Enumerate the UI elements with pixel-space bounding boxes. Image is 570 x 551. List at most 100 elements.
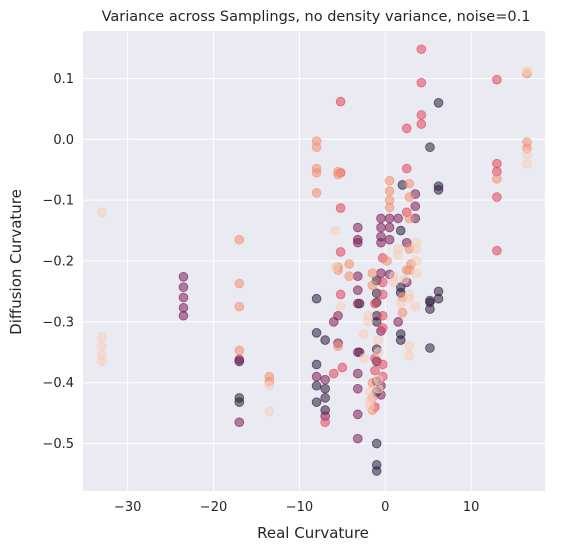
data-point: [404, 350, 415, 361]
data-point: [363, 317, 373, 327]
data-point: [399, 274, 409, 285]
data-point: [365, 396, 375, 406]
data-point: [373, 347, 384, 358]
data-point: [376, 268, 386, 278]
data-point: [333, 310, 343, 321]
data-point: [404, 192, 415, 202]
data-point: [384, 213, 395, 224]
data-point: [411, 268, 421, 278]
data-point: [320, 335, 330, 345]
data-point: [401, 163, 412, 174]
data-point: [178, 310, 189, 321]
data-point: [410, 201, 421, 212]
data-point: [97, 356, 107, 367]
data-point: [373, 383, 384, 394]
data-point: [352, 298, 363, 309]
scatter-points: [97, 44, 532, 476]
x-tick-label: −30: [114, 500, 141, 515]
data-point: [382, 256, 392, 266]
data-point: [384, 222, 395, 233]
data-point: [411, 244, 421, 254]
x-axis-label: Real Curvature: [257, 524, 369, 542]
data-point: [373, 335, 384, 345]
data-point: [492, 74, 502, 85]
data-point: [311, 380, 322, 391]
data-point: [337, 362, 348, 373]
data-point: [97, 332, 107, 342]
y-tick-label: −0.4: [42, 376, 74, 391]
data-point: [492, 158, 502, 169]
data-point: [376, 237, 386, 248]
data-point: [433, 97, 444, 108]
data-point: [393, 317, 403, 327]
data-point: [97, 341, 107, 351]
y-tick-label: 0.1: [53, 72, 74, 87]
data-point: [522, 149, 532, 160]
data-point: [371, 466, 382, 476]
data-point: [425, 304, 435, 314]
data-point: [411, 256, 421, 266]
y-tick-label: −0.1: [42, 194, 74, 209]
data-point: [370, 365, 380, 376]
data-point: [395, 335, 406, 345]
x-axis-ticks: −30 −20 −10 0 10: [114, 500, 479, 515]
data-point: [234, 301, 245, 312]
data-point: [395, 225, 406, 236]
data-point: [401, 123, 412, 134]
data-point: [522, 65, 532, 76]
data-point: [384, 186, 395, 196]
data-point: [371, 438, 382, 449]
data-point: [404, 178, 415, 189]
data-point: [335, 289, 346, 300]
data-point: [311, 188, 322, 198]
data-point: [416, 110, 427, 120]
data-point: [352, 383, 363, 394]
data-point: [377, 359, 388, 370]
data-point: [367, 268, 378, 278]
data-point: [377, 277, 388, 288]
data-point: [328, 368, 339, 379]
data-point: [344, 259, 355, 269]
data-point: [97, 207, 107, 218]
data-point: [352, 271, 363, 282]
data-point: [178, 292, 189, 303]
data-point: [404, 341, 415, 351]
chart-title: Variance across Samplings, no density va…: [102, 9, 531, 25]
y-tick-label: −0.5: [42, 437, 74, 452]
data-point: [335, 203, 346, 213]
data-point: [311, 293, 322, 304]
data-point: [335, 96, 346, 107]
y-tick-label: 0.0: [53, 133, 74, 148]
data-point: [330, 225, 341, 236]
data-point: [234, 234, 245, 245]
data-point: [376, 222, 386, 233]
x-tick-label: 10: [463, 500, 480, 515]
data-point: [492, 174, 502, 184]
data-point: [234, 397, 245, 407]
data-point: [320, 393, 330, 403]
y-tick-label: −0.2: [42, 255, 74, 270]
data-point: [492, 192, 502, 202]
data-point: [416, 44, 427, 55]
data-point: [178, 303, 189, 313]
data-point: [234, 417, 245, 428]
data-point: [389, 277, 399, 288]
data-point: [234, 354, 245, 365]
data-point: [401, 265, 412, 275]
data-point: [522, 158, 532, 169]
data-point: [359, 353, 369, 364]
data-point: [311, 371, 322, 382]
data-point: [344, 271, 355, 282]
data-point: [492, 245, 502, 256]
x-tick-label: −20: [200, 500, 227, 515]
data-point: [370, 298, 380, 309]
y-axis-label: Diffusion Curvature: [7, 189, 25, 335]
data-point: [352, 237, 363, 248]
data-point: [352, 285, 363, 296]
data-point: [377, 310, 388, 321]
data-point: [311, 142, 322, 153]
data-point: [433, 185, 444, 195]
data-point: [433, 293, 444, 304]
data-point: [311, 397, 322, 407]
